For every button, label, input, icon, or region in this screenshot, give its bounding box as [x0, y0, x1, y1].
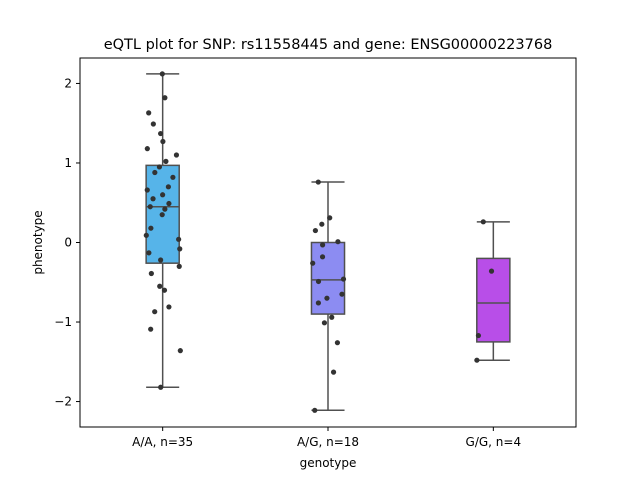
y-axis: −2 −1 0 1 2: [54, 76, 80, 409]
point-group: [310, 179, 347, 413]
data-point: [157, 283, 163, 289]
data-point: [161, 287, 168, 293]
data-point: [158, 384, 164, 390]
data-point: [339, 291, 345, 297]
data-point: [166, 200, 172, 207]
y-tick-label: −2: [54, 395, 72, 409]
x-tick-label: G/G, n=4: [466, 435, 522, 449]
data-point: [176, 236, 182, 242]
data-point: [147, 204, 153, 210]
y-axis-label: phenotype: [31, 210, 45, 274]
data-point: [146, 110, 152, 116]
data-point: [480, 219, 486, 225]
data-point: [319, 254, 326, 260]
data-point: [146, 250, 152, 256]
data-point: [324, 295, 330, 301]
data-point: [152, 169, 158, 176]
y-tick-label: 1: [64, 156, 72, 170]
data-point: [329, 314, 335, 320]
data-point: [166, 304, 172, 310]
data-point: [334, 340, 341, 346]
data-point: [177, 246, 183, 252]
plot-area: [143, 71, 511, 413]
data-point: [162, 95, 168, 101]
point-group: [143, 71, 183, 390]
data-point: [320, 242, 326, 248]
data-point: [340, 276, 347, 282]
y-tick-label: −1: [54, 315, 72, 329]
data-point: [144, 146, 150, 152]
point-group: [474, 219, 495, 363]
data-point: [159, 212, 165, 218]
data-point: [158, 130, 164, 137]
box-group: [476, 221, 511, 361]
data-point: [156, 164, 163, 170]
data-point: [160, 192, 166, 198]
data-point: [312, 227, 318, 234]
data-point: [177, 348, 183, 354]
data-point: [163, 158, 169, 164]
x-tick-label: A/G, n=18: [297, 435, 359, 449]
data-point: [335, 239, 341, 245]
box: [310, 241, 346, 315]
data-point: [321, 320, 328, 326]
data-point: [165, 184, 171, 190]
data-point: [173, 152, 180, 158]
data-point: [158, 257, 164, 263]
data-point: [312, 407, 318, 413]
data-point: [474, 357, 480, 363]
data-point: [152, 309, 158, 315]
y-tick-label: 2: [64, 76, 72, 90]
data-point: [144, 187, 150, 193]
x-tick-label: A/A, n=35: [132, 435, 193, 449]
data-point: [327, 215, 333, 221]
y-tick-label: 0: [64, 236, 72, 250]
x-axis-label: genotype: [300, 456, 357, 470]
data-point: [475, 332, 482, 339]
data-point: [170, 174, 176, 180]
data-point: [160, 138, 166, 145]
data-point: [150, 196, 156, 202]
data-point: [488, 268, 495, 274]
data-point: [315, 179, 321, 185]
data-point: [148, 270, 154, 277]
data-point: [319, 221, 325, 227]
data-point: [330, 369, 337, 375]
box: [476, 257, 511, 343]
data-point: [315, 300, 321, 306]
chart-title: eQTL plot for SNP: rs11558445 and gene: …: [104, 37, 553, 53]
data-point: [310, 260, 316, 266]
data-point: [315, 278, 322, 285]
data-point: [148, 326, 154, 332]
data-point: [176, 263, 182, 269]
data-point: [143, 232, 149, 238]
data-point: [148, 225, 154, 231]
x-axis: A/A, n=35 A/G, n=18 G/G, n=4: [132, 427, 521, 449]
data-point: [159, 71, 165, 77]
data-point: [150, 121, 156, 127]
data-point: [162, 206, 168, 212]
